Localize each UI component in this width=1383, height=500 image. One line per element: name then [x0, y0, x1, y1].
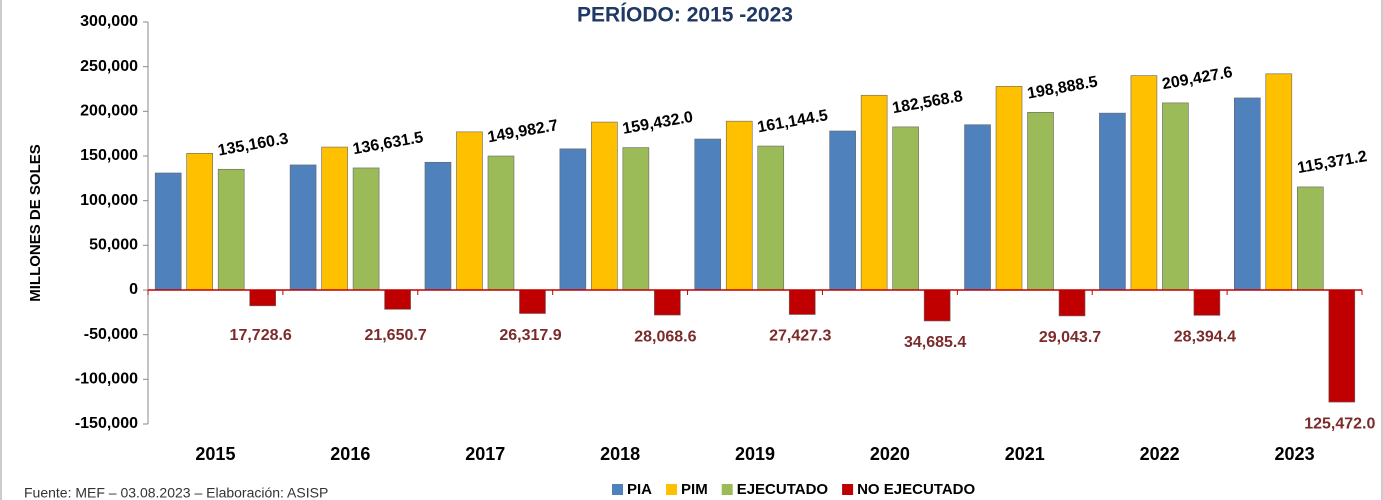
bar — [321, 146, 348, 291]
bar — [725, 120, 753, 291]
legend-swatch — [721, 484, 733, 495]
bar — [1193, 289, 1221, 316]
value-label: 27,427.3 — [769, 328, 831, 345]
y-tick-label: 150,000 — [80, 147, 138, 164]
bar — [1099, 112, 1126, 291]
bar — [186, 153, 213, 291]
bar — [1265, 73, 1293, 291]
bar — [559, 148, 587, 291]
y-tick-label: -50,000 — [84, 326, 138, 343]
value-label: 26,317.9 — [499, 327, 561, 344]
bar — [923, 289, 951, 322]
bar — [1297, 186, 1324, 291]
value-label: 21,650.7 — [364, 327, 426, 344]
bar — [249, 289, 276, 307]
y-tick-label: 0 — [129, 281, 138, 298]
bar — [487, 155, 515, 291]
x-tick-label: 2021 — [1005, 444, 1045, 464]
value-label: 34,685.4 — [904, 334, 966, 351]
bar — [424, 161, 452, 291]
legend-swatch — [666, 484, 678, 495]
bar — [384, 289, 411, 310]
x-tick-label: 2023 — [1275, 444, 1315, 464]
value-label: 29,043.7 — [1039, 329, 1101, 346]
bar — [1058, 289, 1086, 317]
bar — [654, 289, 681, 316]
bar — [1234, 97, 1261, 291]
bar — [829, 130, 856, 291]
bar — [352, 167, 380, 291]
bar — [154, 172, 182, 291]
y-tick-label: 300,000 — [80, 13, 138, 30]
bar — [622, 147, 650, 291]
value-label: 28,394.4 — [1174, 329, 1236, 346]
bar — [456, 131, 483, 291]
legend-label: EJECUTADO — [737, 481, 829, 498]
bar — [964, 124, 991, 291]
bar — [519, 289, 546, 314]
bar — [757, 145, 785, 291]
x-tick-label: 2018 — [600, 444, 640, 464]
bar — [1162, 102, 1189, 291]
bar — [217, 168, 245, 291]
legend-label: NO EJECUTADO — [857, 481, 975, 498]
x-tick-label: 2019 — [735, 444, 775, 464]
bar — [892, 126, 919, 291]
chart-title: PERÍODO: 2015 -2023 — [577, 4, 793, 27]
value-label: 125,472.0 — [1304, 415, 1375, 432]
x-tick-label: 2017 — [465, 444, 505, 464]
value-label: 28,068.6 — [634, 328, 696, 345]
x-tick-label: 2020 — [870, 444, 910, 464]
bar — [788, 289, 816, 315]
legend-label: PIM — [681, 481, 708, 498]
y-tick-label: 50,000 — [89, 237, 138, 254]
y-axis-label: MILLONES DE SOLES — [27, 144, 44, 302]
legend-label: PIA — [627, 481, 652, 498]
bar — [1328, 289, 1356, 403]
y-tick-label: 100,000 — [80, 192, 138, 209]
bar — [694, 138, 722, 291]
y-tick-label: 250,000 — [80, 58, 138, 75]
x-tick-label: 2015 — [195, 444, 235, 464]
y-tick-label: 200,000 — [80, 103, 138, 120]
bar — [591, 121, 618, 291]
value-label: 17,728.6 — [230, 327, 292, 344]
bar — [1130, 75, 1158, 291]
x-tick-label: 2016 — [330, 444, 370, 464]
bar — [860, 94, 888, 291]
bar — [1027, 112, 1054, 291]
x-tick-label: 2022 — [1140, 444, 1180, 464]
source: Fuente: MEF – 03.08.2023 – Elaboración: … — [24, 485, 328, 500]
bar — [289, 164, 317, 291]
bar — [995, 86, 1023, 291]
legend-swatch — [842, 484, 854, 495]
y-tick-label: -150,000 — [75, 415, 138, 432]
y-tick-label: -100,000 — [75, 371, 138, 388]
legend-swatch — [612, 484, 623, 495]
